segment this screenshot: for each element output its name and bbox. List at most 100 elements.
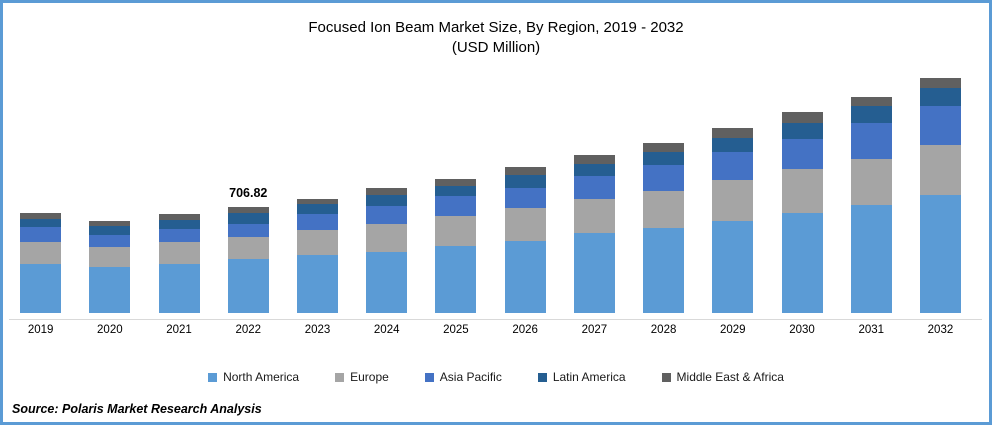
bar-slot-2032	[906, 73, 975, 313]
segment-latin-america-2027	[573, 163, 615, 176]
segment-asia-pacific-2019	[20, 227, 62, 242]
segment-middle-east-africa-2024	[366, 187, 408, 195]
legend-swatch-icon	[661, 372, 671, 382]
legend-label: Asia Pacific	[439, 370, 502, 384]
segment-asia-pacific-2025	[435, 195, 477, 217]
x-tick-label-2027: 2027	[581, 324, 608, 336]
x-tick-label-2030: 2030	[789, 324, 815, 336]
segment-north-america-2028	[643, 227, 685, 313]
segment-north-america-2019	[20, 263, 62, 313]
segment-asia-pacific-2032	[919, 105, 961, 145]
bar-slot-2023	[283, 73, 352, 313]
segment-latin-america-2025	[435, 185, 477, 196]
segment-north-america-2027	[573, 233, 615, 313]
segment-europe-2020	[89, 247, 131, 268]
segment-europe-2029	[712, 180, 754, 221]
segment-latin-america-2028	[643, 152, 685, 165]
segment-asia-pacific-2020	[89, 234, 131, 248]
segment-middle-east-africa-2026	[504, 166, 546, 175]
legend-label: Middle East & Africa	[676, 370, 784, 384]
segment-middle-east-africa-2019	[20, 212, 62, 219]
legend-swatch-icon	[424, 372, 434, 382]
segment-north-america-2026	[504, 240, 546, 313]
plot-area: 706.82	[6, 73, 975, 313]
x-tick-label-2026: 2026	[512, 324, 538, 336]
segment-europe-2023	[296, 230, 338, 255]
segment-europe-2024	[366, 224, 408, 252]
segment-europe-2025	[435, 216, 477, 246]
segment-middle-east-africa-2022	[227, 206, 269, 214]
legend-swatch-icon	[537, 372, 547, 382]
segment-middle-east-africa-2023	[296, 198, 338, 205]
stacked-bar-2020	[89, 220, 131, 313]
bar-slot-2028	[629, 73, 698, 313]
segment-middle-east-africa-2029	[712, 127, 754, 139]
bar-slot-2027	[560, 73, 629, 313]
segment-latin-america-2032	[919, 88, 961, 106]
segment-north-america-2022	[227, 259, 269, 313]
segment-north-america-2023	[296, 254, 338, 313]
x-tick-label-2022: 2022	[235, 324, 262, 336]
segment-middle-east-africa-2020	[89, 220, 131, 226]
bar-slot-2029	[698, 73, 767, 313]
legend-item-europe: Europe	[335, 370, 389, 384]
chart-title-line2: (USD Million)	[451, 39, 541, 56]
bar-slot-2024	[352, 73, 421, 313]
stacked-bar-2027	[573, 155, 615, 313]
segment-europe-2022	[227, 237, 269, 260]
segment-asia-pacific-2030	[781, 138, 823, 169]
segment-latin-america-2022	[227, 213, 269, 225]
segment-asia-pacific-2027	[573, 175, 615, 200]
stacked-bar-2029	[712, 127, 754, 313]
x-tick-label-2025: 2025	[443, 324, 469, 336]
stacked-bar-2028	[643, 142, 685, 313]
segment-europe-2028	[643, 190, 685, 228]
segment-north-america-2020	[89, 267, 131, 313]
x-tick-label-2023: 2023	[304, 324, 331, 336]
segment-latin-america-2023	[296, 204, 338, 215]
bar-slot-2019	[6, 73, 75, 313]
chart-title: Focused Ion Beam Market Size, By Region,…	[3, 18, 989, 58]
bars-container: 706.82	[6, 73, 975, 313]
segment-middle-east-africa-2021	[158, 213, 200, 220]
segment-latin-america-2020	[89, 225, 131, 235]
x-axis-line	[9, 318, 982, 320]
segment-middle-east-africa-2027	[573, 155, 615, 164]
legend-swatch-icon	[335, 372, 345, 382]
chart-title-line1: Focused Ion Beam Market Size, By Region,…	[308, 19, 684, 36]
segment-north-america-2024	[366, 251, 408, 313]
bar-slot-2026	[491, 73, 560, 313]
x-tick-label-2028: 2028	[650, 324, 677, 336]
segment-latin-america-2019	[20, 218, 62, 228]
segment-middle-east-africa-2031	[850, 96, 892, 106]
segment-asia-pacific-2026	[504, 187, 546, 209]
segment-latin-america-2029	[712, 138, 754, 153]
bar-slot-2020	[75, 73, 144, 313]
segment-europe-2026	[504, 208, 546, 241]
segment-europe-2032	[919, 144, 961, 195]
x-tick-label-2019: 2019	[27, 324, 54, 336]
x-tick-label-2031: 2031	[858, 324, 885, 336]
data-label-2022: 706.82	[229, 185, 268, 200]
x-tick-label-2024: 2024	[373, 324, 400, 336]
segment-latin-america-2030	[781, 122, 823, 139]
segment-north-america-2032	[919, 194, 961, 313]
segment-asia-pacific-2023	[296, 214, 338, 231]
segment-asia-pacific-2029	[712, 152, 754, 181]
segment-middle-east-africa-2028	[643, 142, 685, 153]
segment-asia-pacific-2024	[366, 205, 408, 225]
x-tick-label-2020: 2020	[97, 324, 123, 336]
legend-label: Latin America	[552, 370, 626, 384]
x-tick-label-2032: 2032	[927, 324, 954, 336]
bar-slot-2022: 706.82	[214, 73, 283, 313]
bar-slot-2030	[767, 73, 836, 313]
segment-asia-pacific-2031	[850, 123, 892, 159]
legend: North America Europe Asia Pacific Latin Ame…	[3, 370, 989, 384]
stacked-bar-2023	[296, 198, 338, 313]
stacked-bar-2030	[781, 112, 823, 313]
stacked-bar-2022: 706.82	[227, 186, 269, 313]
x-axis-labels: 2019 2020 2021 2022 2023 2024 2025 2026 2027 2028…	[6, 324, 975, 336]
stacked-bar-2025	[435, 178, 477, 313]
segment-europe-2030	[781, 168, 823, 213]
